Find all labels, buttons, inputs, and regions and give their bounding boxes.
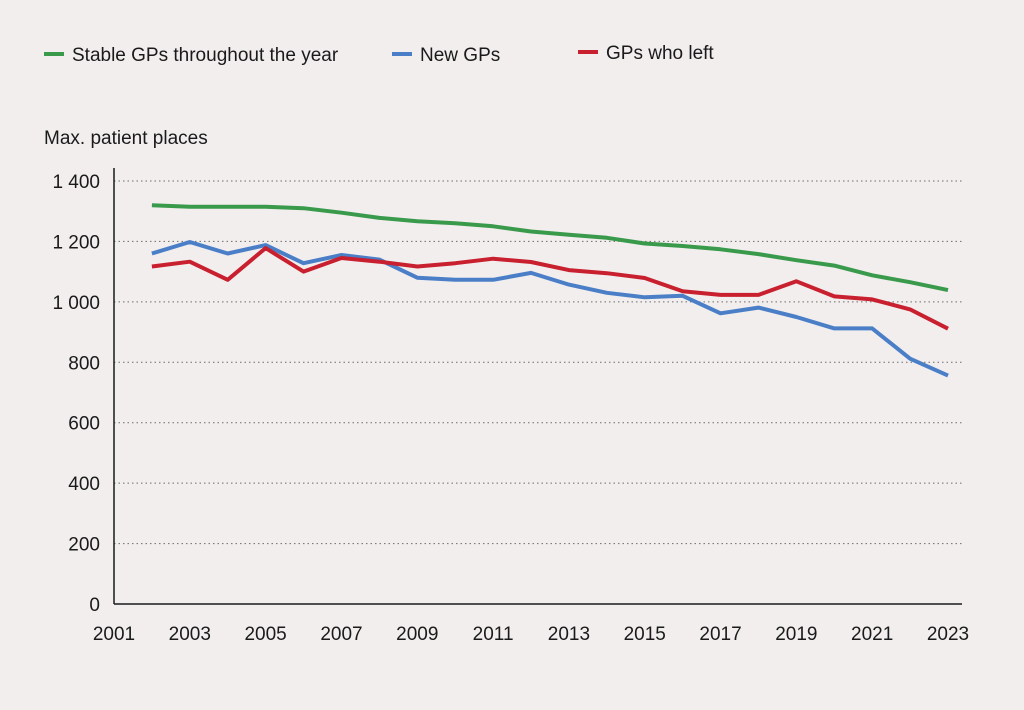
series bbox=[151, 203, 949, 378]
x-axis-ticks: 2001 2003 2005 2007 2009 2011 2013 2015 2017 2019… bbox=[93, 624, 969, 645]
x-tick-label: 2017 bbox=[699, 624, 741, 645]
x-tick-label: 2015 bbox=[624, 624, 666, 645]
x-tick-label: 2009 bbox=[396, 624, 438, 645]
y-axis-ticks: 0 200 400 600 800 1 000 1 200 1 400 bbox=[52, 172, 100, 616]
y-tick-label: 800 bbox=[68, 353, 100, 374]
y-tick-label: 0 bbox=[89, 595, 100, 616]
legend-label-3: GPs who left bbox=[606, 43, 714, 64]
x-tick-label: 2001 bbox=[93, 624, 135, 645]
x-tick-label: 2005 bbox=[244, 624, 286, 645]
y-tick-label: 1 200 bbox=[52, 232, 100, 253]
series-line-3 bbox=[151, 246, 949, 331]
x-tick-label: 2019 bbox=[775, 624, 817, 645]
legend-label-2: New GPs bbox=[420, 45, 500, 66]
series-line-2 bbox=[151, 240, 949, 378]
gridlines bbox=[114, 180, 962, 545]
y-tick-label: 1 400 bbox=[52, 172, 100, 193]
x-tick-label: 2023 bbox=[927, 624, 969, 645]
x-tick-label: 2013 bbox=[548, 624, 590, 645]
x-tick-label: 2011 bbox=[473, 624, 514, 645]
y-tick-label: 200 bbox=[68, 535, 100, 556]
y-tick-label: 400 bbox=[68, 474, 100, 495]
x-tick-label: 2021 bbox=[851, 624, 893, 645]
y-tick-label: 600 bbox=[68, 414, 100, 435]
x-tick-label: 2007 bbox=[320, 624, 362, 645]
legend: Stable GPs throughout the year New GPs GPs… bbox=[44, 43, 714, 66]
x-tick-label: 2003 bbox=[169, 624, 211, 645]
legend-label-1: Stable GPs throughout the year bbox=[72, 45, 339, 66]
series-line-1 bbox=[151, 203, 949, 293]
y-axis-title: Max. patient places bbox=[44, 128, 208, 149]
y-tick-label: 1 000 bbox=[52, 293, 100, 314]
